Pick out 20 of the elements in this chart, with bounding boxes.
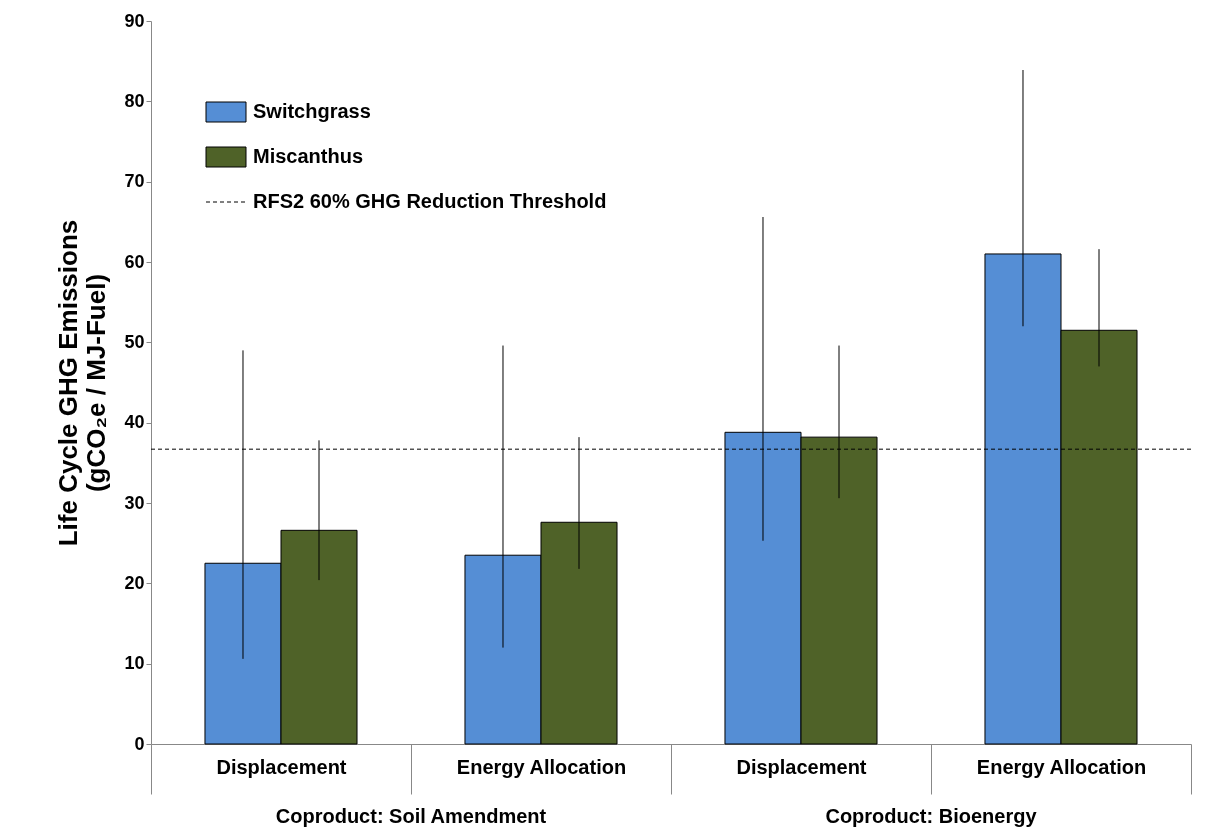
x-tick-label: Displacement (216, 755, 347, 778)
legend-label: Switchgrass (253, 100, 371, 122)
y-tick-label: 0 (134, 733, 145, 754)
y-tick-label: 70 (124, 171, 145, 192)
x-tick-label: Energy Allocation (976, 755, 1147, 778)
y-tick-label: 40 (124, 412, 145, 433)
y-tick-label: 30 (124, 492, 145, 513)
text: Coproduct: Soil Amendment (275, 805, 547, 827)
y-tick-label: 50 (124, 331, 145, 352)
x-tick-label: Displacement (736, 755, 867, 778)
y-tick-label: 20 (124, 572, 145, 593)
y-tick-label: 80 (124, 90, 145, 111)
x-tick-label: Energy Allocation (456, 755, 627, 778)
legend-label: RFS2 60% GHG Reduction Threshold (253, 190, 607, 212)
y-axis-title: Life Cycle GHG Emissions (gCO₂e / MJ-Fuel) (53, 219, 112, 547)
legend-label: Miscanthus (253, 145, 364, 167)
y-tick-label: 90 (124, 10, 145, 31)
text: Coproduct: Bioenergy (825, 805, 1038, 827)
y-tick-label: 10 (124, 653, 145, 674)
y-tick-label: 60 (124, 251, 145, 272)
